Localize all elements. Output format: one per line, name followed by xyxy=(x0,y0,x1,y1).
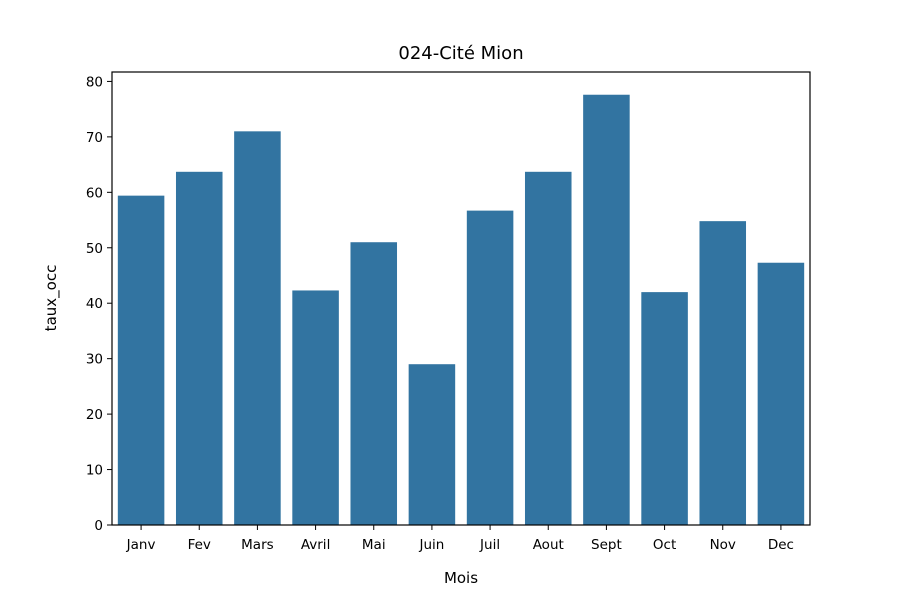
y-axis: 0 10 20 30 40 50 60 70 80 xyxy=(86,74,112,534)
bar-sept xyxy=(583,94,630,526)
plot-frame xyxy=(111,71,811,526)
x-tick-label: Nov xyxy=(710,537,736,553)
y-tick-label: 10 xyxy=(86,463,103,479)
bar-oct xyxy=(641,292,688,525)
x-tick-label: Sept xyxy=(591,537,622,553)
x-tick-label: Aout xyxy=(533,537,564,553)
bar-dec xyxy=(757,262,805,525)
x-tick-label: Mars xyxy=(241,537,274,553)
bar-avril xyxy=(292,290,339,525)
x-axis-label: Mois xyxy=(444,569,478,587)
y-axis-label: taux_occ xyxy=(42,265,61,332)
y-tick-label: 30 xyxy=(86,352,103,368)
x-tick-label: Dec xyxy=(768,537,794,553)
y-tick-label: 80 xyxy=(86,74,103,90)
bar-janv xyxy=(117,195,165,525)
chart-title: 024-Cité Mion xyxy=(398,43,523,64)
y-tick-label: 70 xyxy=(86,130,103,146)
bar-juil xyxy=(466,210,514,526)
bar-juin xyxy=(408,364,456,525)
bar-mai xyxy=(350,242,398,525)
bar-nov xyxy=(699,221,747,525)
y-tick-label: 20 xyxy=(86,407,103,423)
x-tick-label: Juil xyxy=(479,537,500,553)
y-tick-label: 50 xyxy=(86,241,103,257)
x-tick-label: Mai xyxy=(362,537,386,553)
bars-group xyxy=(117,94,805,526)
x-tick-label: Juin xyxy=(418,537,444,553)
x-tick-label: Oct xyxy=(653,537,676,553)
x-tick-label: Fev xyxy=(188,537,211,553)
x-tick-label: Janv xyxy=(126,537,156,553)
bar-mars xyxy=(234,131,281,525)
y-tick-label: 0 xyxy=(94,518,103,534)
bar-aout xyxy=(524,171,572,525)
x-tick-label: Avril xyxy=(301,537,331,553)
bar-fev xyxy=(175,171,223,525)
y-tick-label: 40 xyxy=(86,296,103,312)
y-tick-label: 60 xyxy=(86,185,103,201)
x-axis: Janv Fev Mars Avril Mai Juin Juil Aout Sept Oct No… xyxy=(126,525,794,553)
